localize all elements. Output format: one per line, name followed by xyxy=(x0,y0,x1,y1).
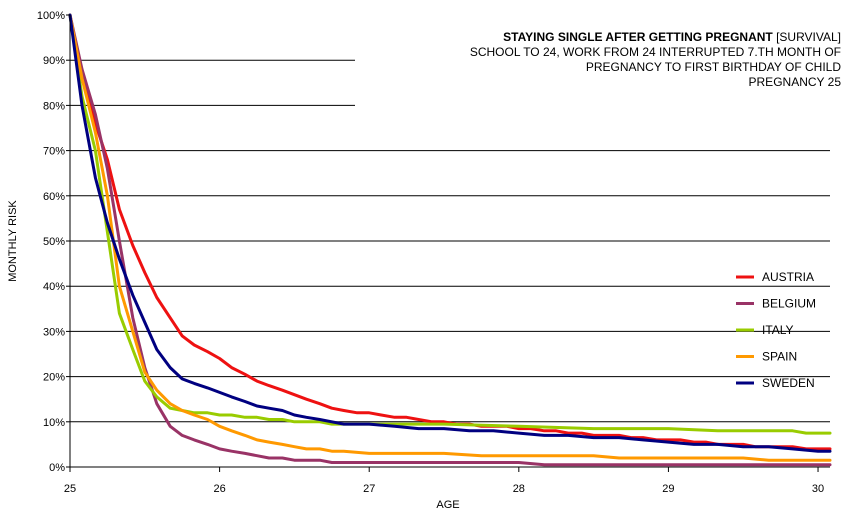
x-tick-labels: 25 26 27 28 29 30 xyxy=(64,483,824,495)
y-tick-label: 90% xyxy=(43,55,65,67)
y-axis-label: MONTHLY RISK xyxy=(7,200,19,282)
legend: AUSTRIA BELGIUM ITALY SPAIN SWEDEN xyxy=(736,270,816,390)
chart-title: STAYING SINGLE AFTER GETTING PREGNANT [S… xyxy=(371,30,841,45)
y-tick-label: 20% xyxy=(43,372,65,384)
y-tick-label: 70% xyxy=(43,146,65,158)
series-line-spain xyxy=(68,13,832,462)
axes xyxy=(66,14,830,472)
chart-title-rest: [SURVIVAL] xyxy=(772,30,841,44)
x-tick-label: 29 xyxy=(662,483,674,495)
legend-label-sweden: SWEDEN xyxy=(762,376,815,390)
chart-subtitle-line-3: PREGNANCY 25 xyxy=(748,75,841,89)
chart-subtitle-line-1: SCHOOL TO 24, WORK FROM 24 INTERRUPTED 7… xyxy=(469,45,841,59)
x-axis-label: AGE xyxy=(436,499,459,511)
legend-label-belgium: BELGIUM xyxy=(762,297,816,311)
y-tick-label: 0% xyxy=(49,462,65,474)
x-tick-label: 30 xyxy=(812,483,824,495)
gridlines xyxy=(70,59,830,423)
x-tick-label: 25 xyxy=(64,483,76,495)
x-tick-label: 27 xyxy=(363,483,375,495)
legend-label-austria: AUSTRIA xyxy=(762,270,814,284)
chart-title-block: STAYING SINGLE AFTER GETTING PREGNANT [S… xyxy=(371,30,841,90)
y-tick-label: 10% xyxy=(43,417,65,429)
series-line-belgium xyxy=(68,13,832,467)
chart-subtitle-line-2: PREGNANCY TO FIRST BIRTHDAY OF CHILD xyxy=(585,60,841,74)
series-line-italy xyxy=(68,13,832,435)
legend-label-italy: ITALY xyxy=(762,323,794,337)
y-tick-label: 40% xyxy=(43,281,65,293)
y-tick-label: 50% xyxy=(43,236,65,248)
chart-title-bold: STAYING SINGLE AFTER GETTING PREGNANT xyxy=(503,30,773,44)
y-tick-label: 30% xyxy=(43,326,65,338)
y-tick-label: 80% xyxy=(43,100,65,112)
y-tick-label: 60% xyxy=(43,191,65,203)
y-tick-label: 100% xyxy=(37,10,65,22)
x-tick-label: 26 xyxy=(213,483,225,495)
series-line-sweden xyxy=(68,13,832,453)
legend-label-spain: SPAIN xyxy=(762,350,797,364)
x-tick-label: 28 xyxy=(513,483,525,495)
series-lines xyxy=(68,13,832,467)
y-tick-labels: 0% 10% 20% 30% 40% 50% 60% 70% 80% 90% 100% xyxy=(37,10,65,474)
